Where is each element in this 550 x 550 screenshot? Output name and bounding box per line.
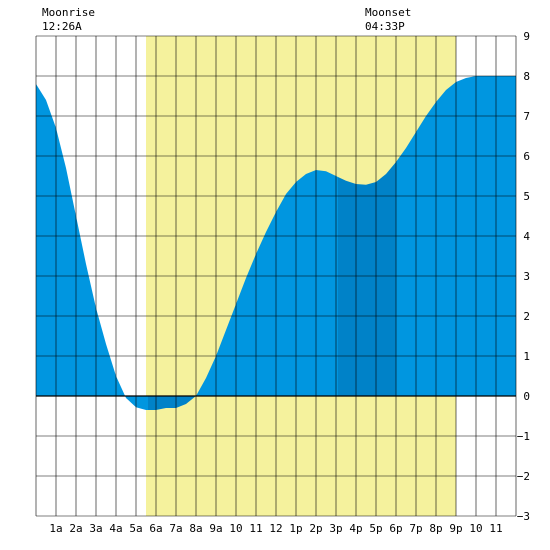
x-tick-label: 4a xyxy=(109,522,122,535)
x-tick-label: 5p xyxy=(369,522,382,535)
x-tick-label: 11 xyxy=(249,522,262,535)
y-tick-label: 1 xyxy=(523,350,530,363)
x-tick-label: 5a xyxy=(129,522,142,535)
y-tick-label: 0 xyxy=(523,390,530,403)
x-tick-label: 3a xyxy=(89,522,102,535)
y-tick-label: −2 xyxy=(517,470,530,483)
y-axis-ticks: −3 −2 −1 0 1 2 3 4 5 6 7 8 9 xyxy=(517,30,531,523)
y-tick-label: −1 xyxy=(517,430,530,443)
y-tick-label: 7 xyxy=(523,110,530,123)
y-tick-label: 4 xyxy=(523,230,530,243)
moonrise-label: Moonrise xyxy=(42,6,95,19)
x-tick-label: 3p xyxy=(329,522,342,535)
moonset-time: 04:33P xyxy=(365,20,405,33)
x-tick-label: 10 xyxy=(469,522,482,535)
tide-band-3 xyxy=(338,162,396,396)
x-tick-label: 2a xyxy=(69,522,82,535)
tide-band-0 xyxy=(36,84,148,410)
x-tick-label: 1a xyxy=(49,522,62,535)
tide-band-1 xyxy=(148,396,195,410)
x-tick-label: 6a xyxy=(149,522,162,535)
x-tick-label: 11 xyxy=(489,522,502,535)
tide-band-2 xyxy=(195,170,338,397)
y-tick-label: 5 xyxy=(523,190,530,203)
x-tick-label: 7a xyxy=(169,522,182,535)
y-tick-label: 9 xyxy=(523,30,530,43)
moonset-annotation: Moonset 04:33P xyxy=(365,6,411,33)
x-tick-label: 6p xyxy=(389,522,402,535)
moonrise-annotation: Moonrise 12:26A xyxy=(42,6,95,33)
x-tick-label: 8a xyxy=(189,522,202,535)
y-tick-label: 6 xyxy=(523,150,530,163)
x-tick-label: 9a xyxy=(209,522,222,535)
moonrise-time: 12:26A xyxy=(42,20,82,33)
y-tick-label: −3 xyxy=(517,510,530,523)
x-axis-ticks: 1a 2a 3a 4a 5a 6a 7a 8a 9a 10 11 12 1p 2p 3p 4p 5p 6p 7p 8p… xyxy=(49,522,502,535)
moonset-label: Moonset xyxy=(365,6,411,19)
x-tick-label: 4p xyxy=(349,522,362,535)
x-tick-label: 12 xyxy=(269,522,282,535)
x-tick-label: 2p xyxy=(309,522,322,535)
y-tick-label: 8 xyxy=(523,70,530,83)
y-tick-label: 3 xyxy=(523,270,530,283)
y-tick-label: 2 xyxy=(523,310,530,323)
grid xyxy=(35,35,517,517)
x-tick-label: 1p xyxy=(289,522,302,535)
x-tick-label: 8p xyxy=(429,522,442,535)
x-tick-label: 7p xyxy=(409,522,422,535)
x-tick-label: 9p xyxy=(449,522,462,535)
x-tick-label: 10 xyxy=(229,522,242,535)
